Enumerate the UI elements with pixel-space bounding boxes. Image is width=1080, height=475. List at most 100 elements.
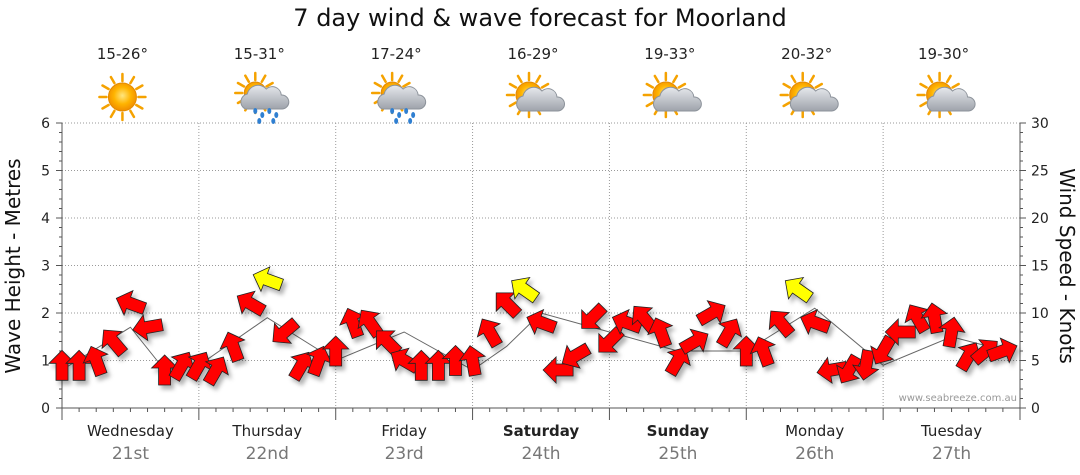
wind-arrow: [678, 328, 709, 355]
cloud-shape: [240, 84, 290, 110]
rain-drop: [260, 112, 265, 118]
sun-ray: [951, 82, 960, 89]
day-label: Saturday: [503, 422, 580, 440]
partly-cloudy-icon: [779, 71, 839, 119]
sun-ray: [919, 101, 928, 108]
rain-drop: [257, 118, 262, 124]
wind-arrow: [768, 310, 796, 339]
right-tick-label: 20: [1031, 211, 1049, 227]
right-tick-label: 10: [1031, 306, 1049, 322]
sun-ray: [919, 82, 928, 89]
day-date-label: 23rd: [385, 444, 424, 464]
right-axis-title: Wind Speed - Knots: [1055, 168, 1079, 364]
wind-arrow: [511, 276, 541, 304]
labels: 0 1 2 3 4 5 6 0 5 10 15 20 25 30 Wave Height - Metres W…: [1, 45, 1079, 464]
day-date-label: 26th: [795, 444, 834, 464]
temperature-label: 15-31°: [234, 45, 285, 63]
wind-arrow: [202, 356, 229, 387]
right-tick-label: 5: [1031, 354, 1040, 370]
partly-cloudy-icon: [505, 71, 565, 119]
right-tick-label: 15: [1031, 259, 1049, 275]
sun-ray: [397, 74, 404, 83]
day-date-label: 25th: [658, 444, 697, 464]
wind-arrow: [664, 347, 691, 378]
day-label: Sunday: [647, 422, 710, 440]
axes: [56, 122, 1026, 420]
rain-drop: [397, 112, 402, 118]
wind-arrow: [611, 308, 644, 336]
watermark: www.seabreeze.com.au: [899, 393, 1017, 404]
wind-arrow: [115, 289, 148, 317]
sun-ray: [236, 81, 246, 88]
weather-icons: [98, 71, 976, 124]
sun-ray: [808, 74, 815, 84]
day-label: Tuesday: [920, 422, 982, 440]
rain-drop: [408, 118, 413, 124]
day-label: Friday: [381, 422, 427, 440]
left-tick-label: 4: [41, 211, 50, 227]
rain-icon: [234, 71, 290, 124]
sun-ray: [540, 82, 550, 89]
wind-arrow: [800, 308, 832, 336]
rain-icon: [370, 71, 427, 124]
day-label: Thursday: [231, 422, 302, 440]
chart-title: 7 day wind & wave forecast for Moorland: [293, 4, 787, 32]
wind-arrow: [695, 300, 726, 327]
day-date-label: 21st: [112, 444, 149, 464]
wind-arrow: [272, 317, 301, 344]
wind-arrow: [938, 316, 966, 349]
wind-arrow: [715, 318, 743, 349]
sun-disc: [107, 82, 137, 112]
sun-ray: [135, 84, 144, 91]
cloud-shape: [926, 86, 976, 112]
cloud-shape: [516, 86, 565, 112]
day-label: Wednesday: [87, 422, 174, 440]
wind-arrow: [132, 313, 164, 342]
sun-ray: [135, 103, 144, 110]
sun-ray: [535, 74, 542, 84]
wind-arrow: [219, 331, 246, 363]
wind-arrow: [476, 318, 503, 349]
partly-cloudy-icon: [642, 71, 702, 119]
partly-cloudy-icon: [916, 71, 976, 119]
temperature-label: 16-29°: [507, 45, 558, 63]
sun-ray: [265, 81, 274, 88]
sun-ray: [645, 82, 655, 89]
sun-ray: [508, 101, 518, 108]
sun-ray: [645, 101, 655, 108]
left-tick-label: 5: [41, 164, 50, 180]
day-date-label: 24th: [521, 444, 560, 464]
sun-ray: [945, 74, 952, 84]
wind-arrow: [236, 290, 267, 317]
wind-arrow: [749, 336, 776, 368]
cloud-shape: [652, 86, 702, 112]
rain-drop: [271, 118, 276, 124]
rain-drop: [394, 118, 399, 124]
temperature-label: 19-33°: [644, 45, 695, 63]
wind-arrow: [986, 337, 1018, 364]
temperature-label: 19-30°: [918, 45, 969, 63]
rain-drop: [267, 108, 272, 114]
sun-ray: [653, 74, 660, 84]
wind-arrow: [920, 302, 948, 335]
left-tick-label: 1: [41, 354, 50, 370]
wind-arrow: [851, 349, 880, 381]
sun-ray: [508, 82, 518, 89]
sun-ray: [109, 75, 116, 85]
sunny-icon: [98, 72, 147, 122]
sun-ray: [129, 75, 136, 85]
sun-ray: [101, 84, 110, 91]
rain-drop: [253, 108, 258, 114]
temperature-label: 17-24°: [371, 45, 422, 63]
wind-arrow: [581, 302, 608, 329]
wind-arrow: [252, 266, 284, 293]
wind-arrow: [561, 342, 592, 369]
rain-drop: [411, 112, 416, 118]
wind-arrow: [101, 329, 129, 358]
wind-arrow: [321, 335, 350, 367]
wind-arrow: [526, 308, 558, 336]
sun-ray: [109, 109, 116, 119]
temperature-label: 20-32°: [781, 45, 832, 63]
rain-drop: [404, 108, 409, 114]
